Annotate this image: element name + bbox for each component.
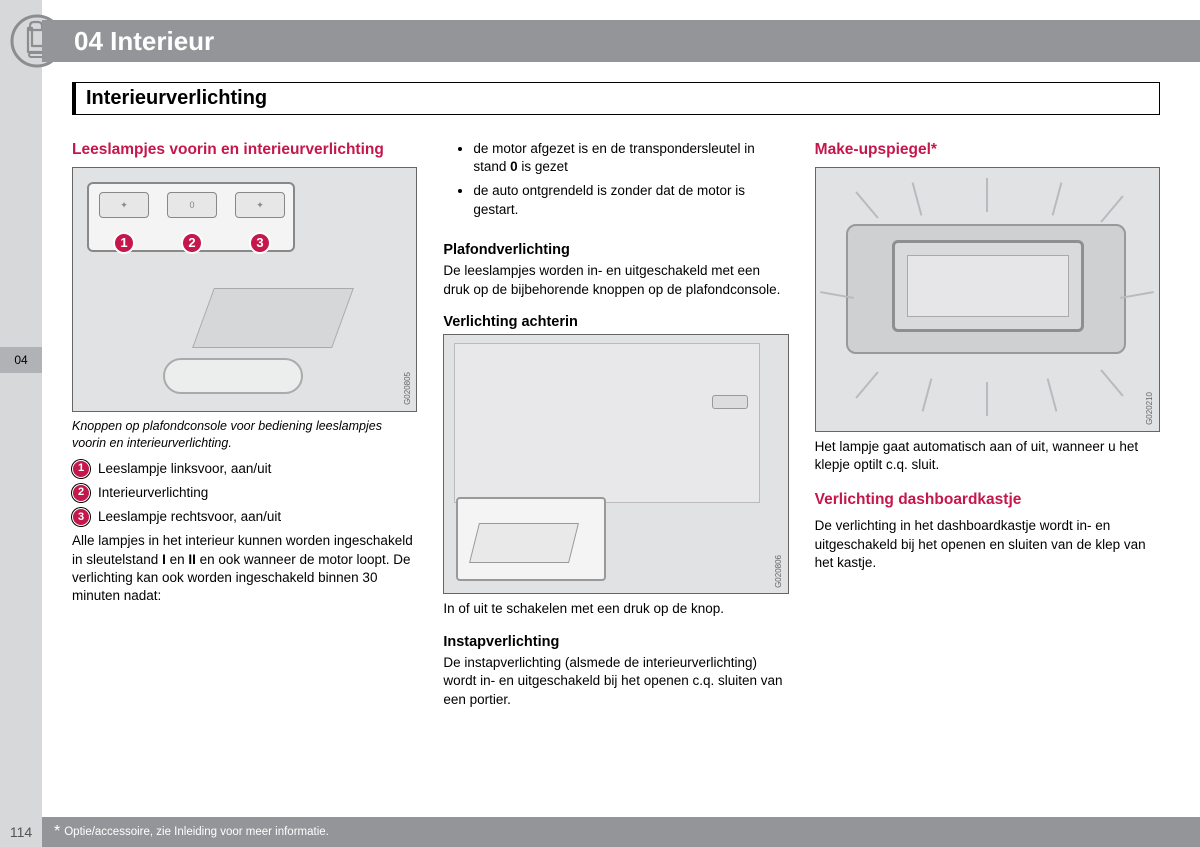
figure-caption: Knoppen op plafondconsole voor bediening…: [72, 418, 417, 452]
heading-makeup: Make-upspiegel*: [815, 140, 1160, 161]
callout-row-1: 1 Leeslampje linksvoor, aan/uit: [72, 460, 417, 478]
bullet-item: de motor afgezet is en de transpondersle…: [473, 140, 788, 176]
footnote-text: Optie/accessoire, zie Inleiding voor mee…: [64, 826, 329, 838]
column-2: de motor afgezet is en de transpondersle…: [443, 140, 788, 715]
para-achterin: In of uit te schakelen met een druk op d…: [443, 600, 788, 618]
chapter-title: 04 Interieur: [74, 26, 214, 57]
paragraph-keypos: Alle lampjes in het interieur kunnen wor…: [72, 532, 417, 605]
content-columns: Leeslampjes voorin en interieurverlichti…: [72, 140, 1160, 715]
callout-row-3: 3 Leeslampje rechtsvoor, aan/uit: [72, 508, 417, 526]
callout-row-2: 2 Interieurverlichting: [72, 484, 417, 502]
left-margin: [0, 0, 42, 847]
footer: 114 * Optie/accessoire, zie Inleiding vo…: [0, 817, 1200, 847]
column-3: Make-upspiegel* G020210 Het lampje gaat …: [815, 140, 1160, 715]
section-title-text: Interieurverlichting: [86, 87, 267, 109]
figure-rear-light: G020806: [443, 334, 788, 594]
page-number: 114: [0, 817, 42, 847]
callout-num: 1: [72, 460, 90, 478]
column-1: Leeslampjes voorin en interieurverlichti…: [72, 140, 417, 715]
callout-badge-1: 1: [113, 232, 135, 254]
para-instap: De instapverlichting (alsmede de interie…: [443, 654, 788, 709]
heading-plafond: Plafondverlichting: [443, 241, 788, 261]
callout-text: Leeslampje linksvoor, aan/uit: [98, 460, 271, 478]
footnote-bar: * Optie/accessoire, zie Inleiding voor m…: [42, 817, 1200, 847]
figure-code: G020806: [774, 555, 785, 588]
figure-vanity-mirror: G020210: [815, 167, 1160, 432]
heading-dashboard: Verlichting dashboardkastje: [815, 490, 1160, 511]
para-plafond: De leeslampjes worden in- en uitgeschake…: [443, 262, 788, 298]
callout-text: Interieurverlichting: [98, 484, 208, 502]
callout-text: Leeslampje rechtsvoor, aan/uit: [98, 508, 281, 526]
chapter-header: 04 Interieur: [42, 20, 1200, 62]
callout-num: 2: [72, 484, 90, 502]
bullet-item: de auto ontgrendeld is zonder dat de mot…: [473, 182, 788, 218]
para-mirror: Het lampje gaat automatisch aan of uit, …: [815, 438, 1160, 474]
heading-achterin: Verlichting achterin: [443, 313, 788, 333]
heading-leeslampjes: Leeslampjes voorin en interieurverlichti…: [72, 140, 417, 161]
footnote-star: *: [54, 823, 60, 841]
heading-instap: Instapverlichting: [443, 633, 788, 653]
figure-code: G020210: [1145, 392, 1156, 425]
callout-num: 3: [72, 508, 90, 526]
para-dashboard: De verlichting in het dashboardkastje wo…: [815, 517, 1160, 572]
section-title: Interieurverlichting: [72, 82, 1160, 115]
section-tab-label: 04: [14, 353, 27, 367]
figure-overhead-console: ✦ 0 ✦ 1 2 3 G020805: [72, 167, 417, 412]
callout-badge-3: 3: [249, 232, 271, 254]
section-tab: 04: [0, 347, 42, 373]
bullet-list: de motor afgezet is en de transpondersle…: [443, 140, 788, 225]
panel-center-label: 0: [189, 199, 194, 211]
figure-code: G020805: [403, 372, 414, 405]
callout-badge-2: 2: [181, 232, 203, 254]
